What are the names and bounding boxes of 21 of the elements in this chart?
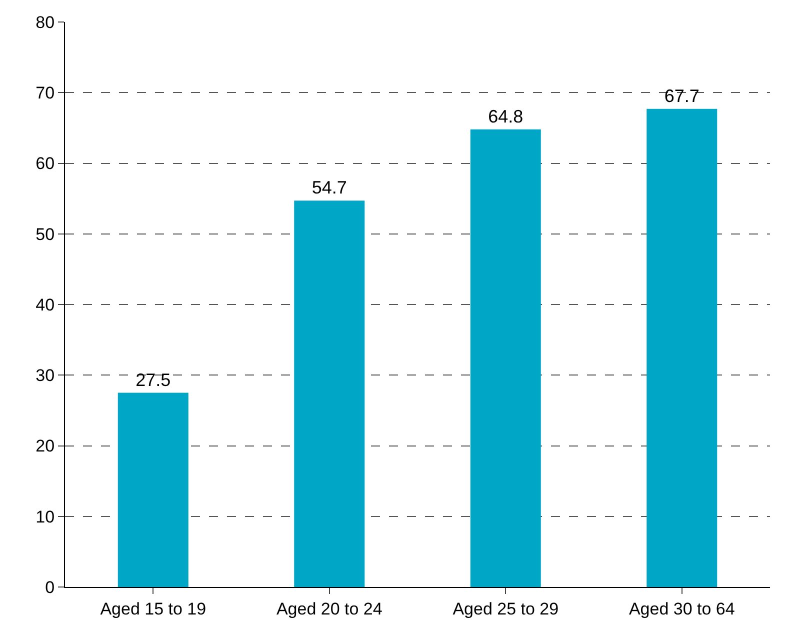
data-label: 54.7 <box>312 178 347 198</box>
y-tick-label: 10 <box>36 507 55 526</box>
x-tick-label: Aged 15 to 19 <box>100 599 206 618</box>
bar <box>646 108 718 587</box>
x-tick-label: Aged 30 to 64 <box>628 599 735 618</box>
bar <box>118 392 188 587</box>
y-tick-label: 40 <box>36 295 55 314</box>
y-tick-label: 30 <box>36 366 55 386</box>
bar <box>294 200 365 587</box>
data-label: 27.5 <box>136 370 171 390</box>
y-tick-label: 50 <box>36 224 55 244</box>
data-label: 67.7 <box>664 86 700 106</box>
y-tick-label: 80 <box>36 12 55 32</box>
x-tick-label: Aged 20 to 24 <box>276 599 382 618</box>
y-tick-label: 60 <box>36 154 55 174</box>
y-tick-label: 70 <box>36 84 55 103</box>
y-tick-label: 0 <box>45 578 55 597</box>
data-label: 64.8 <box>488 106 524 126</box>
y-tick-label: 20 <box>36 436 55 456</box>
x-tick-label: Aged 25 to 29 <box>452 599 559 618</box>
bar <box>470 129 541 587</box>
